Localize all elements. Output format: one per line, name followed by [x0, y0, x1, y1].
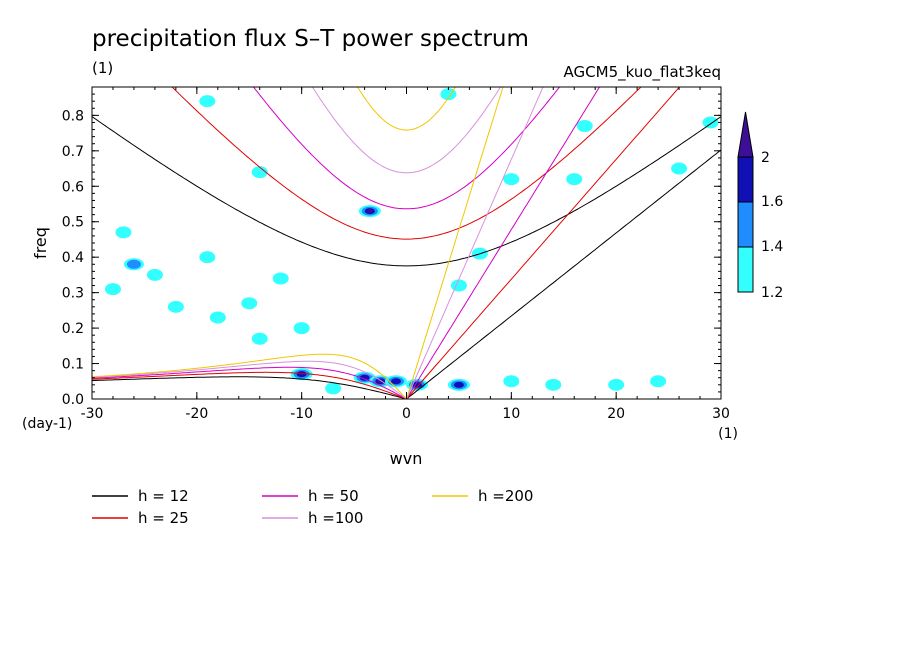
y-tick-label: 0.2 — [62, 321, 84, 337]
y-axis-label: freq — [31, 227, 50, 259]
legend-label: h =100 — [308, 509, 363, 527]
contour-blob — [241, 297, 258, 310]
y-tick-label: 0.1 — [62, 357, 84, 373]
kelvin-curve — [406, 149, 721, 399]
contour-blob-core — [296, 371, 307, 378]
x-unit-label: (1) — [718, 426, 738, 442]
contour-blob — [503, 173, 520, 186]
y-tick-label: 0.7 — [62, 144, 84, 160]
kelvin-curve — [406, 87, 681, 399]
colorbar-arrow — [737, 111, 754, 158]
contour-blob — [199, 251, 216, 264]
contour-blob-core — [453, 381, 464, 388]
legend: h = 12 h = 25 h = 50 h =100 h =200 — [92, 487, 533, 527]
colorbar-segment — [737, 156, 754, 203]
y-tick-label: 0.5 — [62, 215, 84, 231]
rossby-curve — [92, 371, 407, 399]
contour-blob-inner — [126, 259, 141, 269]
contour-blob — [450, 279, 467, 292]
x-tick-label: -20 — [185, 406, 208, 422]
contour-blob — [104, 283, 121, 296]
spectral-contours — [104, 88, 719, 395]
colorbar-segment — [737, 201, 754, 248]
rossby-curve — [92, 376, 407, 399]
axis-ticks: -30 -20 -10 0 10 20 30 0.0 0.1 0.2 0.3 0.4 0.5 0.6 0.7… — [62, 86, 730, 422]
contour-blob — [566, 173, 583, 186]
chart-subtitle-left: (1) — [92, 59, 113, 77]
contour-blob — [608, 378, 625, 391]
rossby-curve — [92, 360, 407, 399]
colorbar: 2 1.6 1.4 1.2 — [737, 111, 783, 301]
colorbar-segment — [737, 246, 754, 293]
x-tick-label: 20 — [607, 406, 625, 422]
y-unit-label: (day-1) — [22, 416, 72, 432]
contour-blob — [209, 311, 226, 324]
plot-frame — [91, 86, 722, 400]
contour-blob — [702, 116, 719, 129]
x-tick-label: -10 — [290, 406, 313, 422]
contour-blob — [671, 162, 688, 175]
contour-blob — [293, 322, 310, 335]
colorbar-label: 1.2 — [761, 285, 783, 301]
contour-blob — [272, 272, 289, 285]
x-tick-label: -30 — [81, 406, 104, 422]
contour-blob-peak — [366, 209, 373, 214]
chart-title: precipitation flux S–T power spectrum — [92, 26, 529, 52]
legend-label: h =200 — [478, 487, 533, 505]
rossby-curve — [92, 366, 407, 399]
x-tick-label: 0 — [402, 406, 411, 422]
contour-blob — [325, 382, 342, 395]
contour-blob-peak — [377, 379, 384, 384]
contour-blob — [576, 120, 593, 132]
contour-blob — [199, 95, 216, 108]
contour-blob — [167, 300, 184, 313]
y-tick-label: 0.3 — [62, 286, 84, 302]
contour-blob-core — [359, 374, 370, 381]
chart-subtitle-right: AGCM5_kuo_flat3keq — [564, 63, 721, 82]
kelvin-curve — [406, 87, 601, 399]
contour-blob — [251, 166, 268, 179]
inertia-gravity-curve — [252, 87, 561, 210]
y-tick-label: 0.6 — [62, 179, 84, 195]
x-axis-label: wvn — [390, 449, 423, 468]
rossby-curve — [92, 353, 407, 399]
legend-label: h = 12 — [138, 487, 189, 505]
contour-blob — [251, 332, 268, 345]
legend-label: h = 50 — [308, 487, 359, 505]
y-tick-label: 0.8 — [62, 108, 84, 124]
y-tick-label: 0.0 — [62, 392, 84, 408]
contour-blob — [146, 268, 163, 281]
inertia-gravity-curve — [357, 87, 456, 131]
contour-blob — [650, 375, 667, 388]
contour-blob — [545, 378, 562, 391]
legend-label: h = 25 — [138, 509, 189, 527]
inertia-gravity-curve — [311, 87, 502, 174]
kelvin-curve — [406, 87, 504, 399]
inertia-gravity-curve — [92, 116, 721, 267]
inertia-gravity-curve — [171, 87, 642, 240]
colorbar-label: 2 — [761, 150, 770, 166]
x-tick-label: 10 — [502, 406, 520, 422]
contour-blob — [115, 226, 132, 239]
colorbar-label: 1.4 — [761, 239, 783, 255]
contour-blob — [503, 375, 520, 388]
dispersion-curves — [92, 87, 721, 399]
x-tick-label: 30 — [712, 406, 730, 422]
y-tick-label: 0.4 — [62, 250, 84, 266]
colorbar-label: 1.6 — [761, 194, 783, 210]
contour-blob-core — [391, 378, 402, 385]
kelvin-curve — [406, 87, 544, 399]
